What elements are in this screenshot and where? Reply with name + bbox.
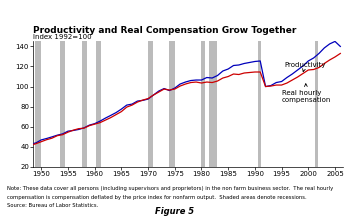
Bar bbox=[315, 41, 319, 167]
Bar bbox=[202, 41, 205, 167]
Text: Note: These data cover all persons (including supervisors and proprietors) in th: Note: These data cover all persons (incl… bbox=[7, 186, 333, 191]
Text: Figure 5: Figure 5 bbox=[155, 207, 195, 216]
Bar bbox=[148, 41, 153, 167]
Bar bbox=[210, 41, 217, 167]
Text: Productivity: Productivity bbox=[284, 62, 326, 72]
Bar bbox=[35, 41, 41, 167]
Text: Productivity and Real Compensation Grow Together: Productivity and Real Compensation Grow … bbox=[33, 26, 297, 35]
Text: compensation is compensation deflated by the price index for nonfarm output.  Sh: compensation is compensation deflated by… bbox=[7, 195, 307, 200]
Bar bbox=[82, 41, 87, 167]
Bar bbox=[96, 41, 100, 167]
Bar bbox=[258, 41, 261, 167]
Text: Source: Bureau of Labor Statistics.: Source: Bureau of Labor Statistics. bbox=[7, 203, 98, 208]
Bar bbox=[169, 41, 175, 167]
Text: Index 1992=100: Index 1992=100 bbox=[33, 34, 92, 40]
Bar bbox=[61, 41, 65, 167]
Text: Real hourly
compensation: Real hourly compensation bbox=[282, 84, 331, 103]
